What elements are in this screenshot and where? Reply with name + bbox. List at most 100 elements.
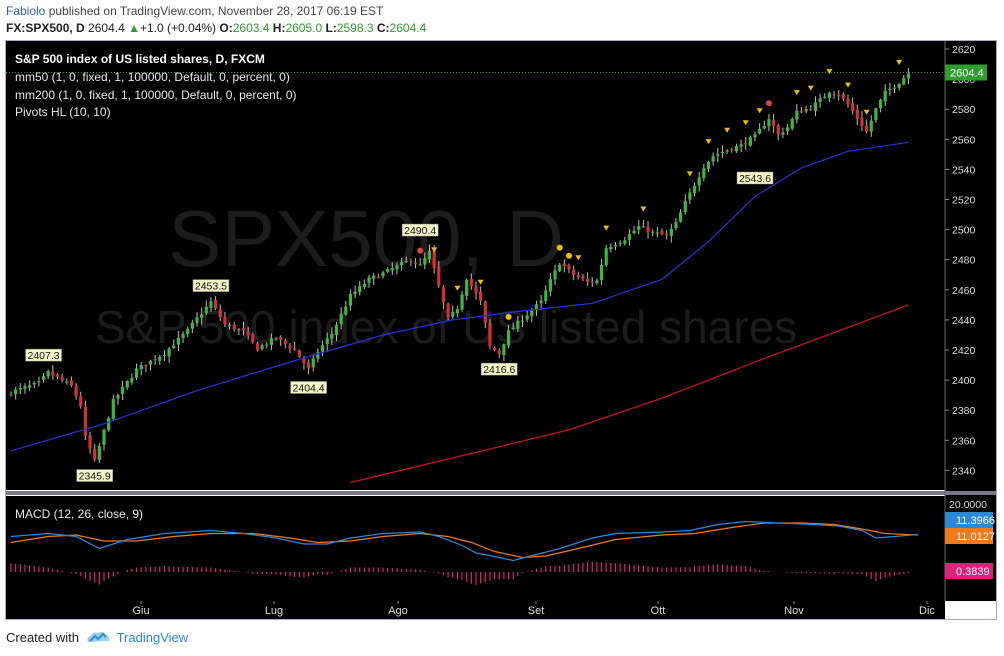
candle-body (302, 358, 306, 364)
published-text: published on TradingView.com, November 2… (48, 4, 384, 18)
candle-body (209, 301, 213, 308)
candle-body (274, 338, 278, 340)
mm200-line (350, 304, 909, 483)
tradingview-link[interactable]: TradingView (116, 630, 189, 645)
macd-y-tick-label: 20.0000 (949, 499, 987, 511)
candle-body (567, 265, 571, 270)
pivot-triangle-icon (640, 206, 647, 212)
candle-body (455, 309, 459, 314)
candle-body (269, 338, 273, 345)
candle-body (730, 149, 734, 151)
candle-body (367, 277, 371, 283)
pivot-label: 2543.6 (739, 173, 771, 185)
candle-body (18, 387, 22, 390)
pivot-label: 2345.9 (79, 471, 111, 483)
pivots-layer: 2407.3 2345.9 2453.5 2404.4 2490.4 2416.6 2543… (25, 60, 903, 483)
pivot-triangle-icon (575, 255, 582, 261)
candle-body (418, 264, 422, 266)
close-label: C: (376, 21, 390, 35)
candle-body (902, 78, 906, 85)
candle-body (32, 382, 36, 385)
legend-mm200[interactable]: mm200 (1, 0, fixed, 1, 100000, Default, … (15, 88, 297, 102)
pivot-triangle-icon (686, 171, 693, 177)
candle-body (683, 200, 687, 213)
candle-body (46, 371, 50, 377)
pivot-triangle-icon (705, 139, 712, 145)
candle-body (237, 329, 241, 331)
candle-body (232, 324, 236, 330)
open-value: 2603.4 (232, 21, 270, 35)
x-tick-label: Ago (388, 605, 408, 617)
macd-legend[interactable]: MACD (12, 26, close, 9) (15, 507, 143, 521)
candle-body (437, 266, 441, 286)
candle-body (804, 109, 808, 112)
y-tick-label: 2480 (952, 255, 976, 267)
candle-body (651, 231, 655, 233)
y-tick-label: 2340 (952, 465, 976, 477)
candle-body (102, 429, 106, 445)
candle-body (878, 99, 883, 109)
candle-body (832, 93, 836, 95)
candle-body (107, 418, 111, 431)
candle-body (251, 334, 255, 342)
candle-body (195, 317, 199, 324)
candle-body (767, 119, 771, 127)
y-tick-label: 2580 (952, 104, 976, 116)
candle-body (888, 88, 892, 90)
price-axis-bg (945, 41, 996, 601)
candle-body (725, 150, 729, 152)
candle-body (544, 290, 548, 302)
pivot-triangle-icon (724, 127, 731, 133)
price-axis[interactable]: 2340 2360 2380 2400 2420 2440 2460 2480 2500 2520… (6, 44, 987, 477)
candle-body (534, 304, 539, 310)
pivot-dot (765, 100, 772, 107)
y-tick-label: 2620 (952, 44, 976, 56)
candle-body (441, 286, 446, 303)
high-label: H: (272, 21, 286, 35)
candle-body (451, 311, 455, 317)
candle-body (116, 395, 120, 399)
candle-body (404, 261, 408, 263)
legend-pivots[interactable]: Pivots HL (10, 10) (15, 105, 111, 119)
candle-body (665, 234, 669, 236)
time-axis[interactable]: Giu Lug Ago Set Ott Nov Dic (132, 601, 935, 617)
watermark-name: S&P 500 index of US listed shares (95, 301, 797, 353)
last-price: 2604.4 (88, 21, 125, 35)
pivot-label: 2490.4 (404, 225, 436, 237)
price-chart[interactable]: SPX500, D S&P 500 index of US listed sha… (6, 41, 996, 619)
pivot-triangle-icon (756, 108, 763, 114)
candle-body (181, 333, 185, 338)
candle-body (344, 306, 348, 315)
legend-mm50[interactable]: mm50 (1, 0, fixed, 1, 100000, Default, 0… (15, 70, 290, 84)
macd-value-label: 11.3966 (956, 515, 995, 527)
pivot-label-box (736, 171, 774, 185)
macd-value-badge (945, 528, 993, 544)
candle-body (74, 386, 78, 397)
pivot-triangle-icon (793, 90, 800, 96)
candle-body (669, 228, 673, 236)
pivot-label: 2407.3 (27, 350, 59, 362)
candle-body (813, 102, 818, 112)
candle-body (297, 350, 301, 357)
candle-body (330, 333, 334, 339)
candle-body (553, 270, 557, 280)
candle-body (260, 345, 264, 350)
pivot-triangle-icon (477, 279, 484, 285)
last-price-label: 2604.4 (950, 67, 984, 79)
candle-body (23, 386, 27, 389)
candle-body (60, 376, 64, 381)
y-tick-label: 2420 (952, 345, 976, 357)
pivot-triangle-icon (603, 225, 610, 231)
candle-body (892, 87, 897, 89)
candle-body (604, 248, 608, 266)
candle-body (785, 127, 790, 132)
candle-body (655, 232, 659, 234)
candle-body (562, 263, 566, 267)
macd-line (10, 520, 918, 562)
author-link[interactable]: Fabiolo (6, 4, 46, 18)
candle-body (121, 386, 125, 394)
candle-body (758, 128, 762, 134)
candle-body (753, 134, 757, 138)
candle-body (307, 362, 311, 369)
candle-body (520, 320, 525, 322)
